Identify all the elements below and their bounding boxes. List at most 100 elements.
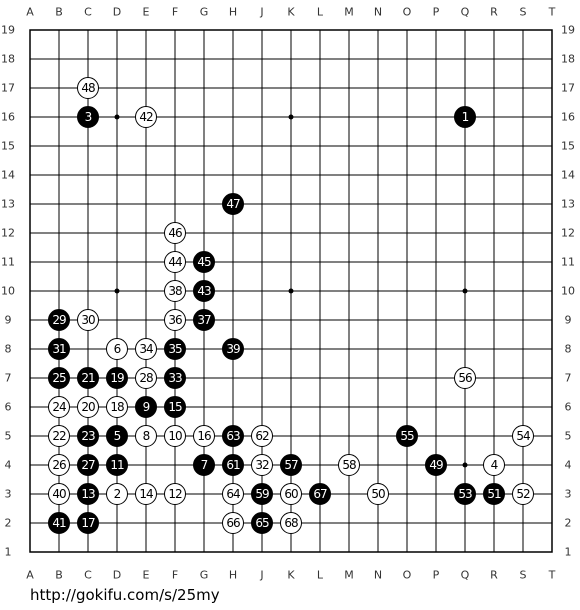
move-number: 15: [168, 400, 182, 414]
stone: [164, 396, 186, 418]
move-number: 55: [400, 429, 414, 443]
move-number: 46: [168, 226, 182, 240]
move-number: 21: [81, 371, 95, 385]
stone: [222, 193, 244, 215]
move-number: 14: [139, 487, 153, 501]
column-label: M: [344, 6, 354, 19]
move-number: 58: [342, 458, 356, 472]
stone: [512, 425, 534, 447]
stone: [77, 425, 99, 447]
stone: [280, 483, 302, 505]
column-label: H: [229, 6, 237, 19]
move-number: 38: [168, 284, 182, 298]
move-number: 19: [110, 371, 124, 385]
row-label: 7: [5, 372, 12, 385]
row-label: 10: [561, 285, 575, 298]
move-number: 37: [197, 313, 211, 327]
row-label: 18: [1, 53, 15, 66]
move-number: 48: [81, 81, 95, 95]
row-label: 3: [565, 488, 572, 501]
move-number: 9: [143, 400, 150, 414]
move-number: 30: [81, 313, 95, 327]
move-number: 53: [458, 487, 472, 501]
column-label: H: [229, 569, 237, 582]
stone: [106, 396, 128, 418]
stone: [135, 396, 157, 418]
move-number: 26: [52, 458, 66, 472]
stone: [251, 425, 273, 447]
stone: [309, 483, 331, 505]
move-number: 35: [168, 342, 182, 356]
column-label: O: [403, 569, 412, 582]
stone: [454, 367, 476, 389]
move-number: 63: [226, 429, 240, 443]
move-number: 24: [52, 400, 66, 414]
stone: [135, 338, 157, 360]
move-number: 22: [52, 429, 66, 443]
column-label: P: [433, 569, 440, 582]
row-label: 11: [1, 256, 15, 269]
stone: [48, 512, 70, 534]
move-number: 18: [110, 400, 124, 414]
move-number: 23: [81, 429, 95, 443]
move-number: 54: [516, 429, 530, 443]
row-label: 8: [5, 343, 12, 356]
move-number: 8: [143, 429, 150, 443]
row-label: 4: [565, 459, 572, 472]
move-number: 62: [255, 429, 269, 443]
column-label: E: [143, 6, 150, 19]
stone: [193, 425, 215, 447]
stone: [396, 425, 418, 447]
stone: [193, 251, 215, 273]
column-label: T: [548, 6, 556, 19]
column-label: L: [317, 6, 324, 19]
row-label: 7: [565, 372, 572, 385]
move-number: 28: [139, 371, 153, 385]
move-number: 17: [81, 516, 95, 530]
move-number: 44: [168, 255, 182, 269]
row-label: 16: [1, 111, 15, 124]
column-label: N: [374, 6, 382, 19]
move-number: 50: [371, 487, 385, 501]
column-label: S: [520, 569, 527, 582]
stone: [164, 251, 186, 273]
move-number: 27: [81, 458, 95, 472]
move-number: 5: [114, 429, 121, 443]
stone: [77, 483, 99, 505]
stone: [77, 396, 99, 418]
row-label: 19: [561, 24, 575, 37]
column-label: A: [26, 569, 34, 582]
row-label: 18: [561, 53, 575, 66]
column-label: S: [520, 6, 527, 19]
stone: [454, 483, 476, 505]
stone: [106, 454, 128, 476]
stone: [164, 309, 186, 331]
move-number: 59: [255, 487, 269, 501]
column-label: G: [200, 569, 209, 582]
stone: [48, 396, 70, 418]
column-label: B: [55, 6, 63, 19]
row-label: 14: [561, 169, 575, 182]
move-number: 7: [201, 458, 208, 472]
move-number: 25: [52, 371, 66, 385]
stone: [77, 367, 99, 389]
move-number: 57: [284, 458, 298, 472]
row-label: 5: [5, 430, 12, 443]
stone: [425, 454, 447, 476]
column-label: R: [490, 6, 498, 19]
stone: [193, 454, 215, 476]
stone: [164, 367, 186, 389]
row-label: 8: [565, 343, 572, 356]
move-number: 45: [197, 255, 211, 269]
move-number: 65: [255, 516, 269, 530]
column-label: C: [84, 6, 92, 19]
stone: [222, 512, 244, 534]
star-point: [288, 114, 294, 120]
row-label: 1: [5, 546, 12, 559]
column-label: J: [259, 6, 263, 19]
star-point: [462, 288, 468, 294]
row-label: 2: [565, 517, 572, 530]
move-number: 29: [52, 313, 66, 327]
row-label: 13: [1, 198, 15, 211]
